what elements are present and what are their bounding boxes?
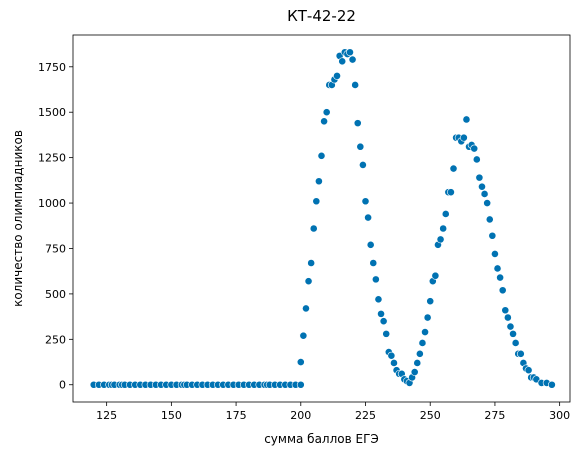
data-point bbox=[296, 358, 305, 366]
y-tick-label: 250 bbox=[45, 333, 66, 346]
data-points bbox=[89, 48, 556, 389]
data-point bbox=[470, 144, 479, 153]
data-point bbox=[491, 250, 499, 258]
data-point bbox=[364, 213, 372, 222]
data-point bbox=[382, 329, 391, 338]
data-point bbox=[488, 231, 497, 240]
x-tick-label: 250 bbox=[420, 409, 441, 422]
data-point bbox=[390, 359, 398, 367]
data-point bbox=[371, 275, 380, 284]
data-point bbox=[498, 286, 507, 295]
chart-title: КТ-42-22 bbox=[287, 7, 356, 25]
data-point bbox=[485, 215, 494, 224]
data-point bbox=[415, 349, 424, 358]
y-tick-label: 1250 bbox=[38, 152, 66, 165]
data-point bbox=[496, 273, 505, 282]
data-point bbox=[361, 197, 370, 206]
data-point bbox=[506, 322, 515, 331]
x-tick-label: 150 bbox=[161, 409, 182, 422]
data-point bbox=[374, 295, 383, 304]
x-tick-label: 275 bbox=[484, 409, 505, 422]
data-point bbox=[302, 304, 310, 313]
data-point bbox=[338, 57, 347, 66]
axis-ticks: 125 150 175 200 225 250 275 300 0 250 500 750 1000 12… bbox=[38, 61, 570, 422]
data-point bbox=[377, 309, 385, 318]
data-point bbox=[299, 331, 308, 340]
y-tick-label: 750 bbox=[45, 242, 66, 255]
data-point bbox=[410, 368, 419, 376]
data-point bbox=[320, 117, 328, 126]
data-point bbox=[439, 224, 448, 233]
data-point bbox=[447, 188, 455, 197]
x-tick-label: 175 bbox=[226, 409, 247, 422]
x-tick-label: 300 bbox=[549, 409, 570, 422]
data-point bbox=[423, 313, 432, 322]
y-tick-label: 500 bbox=[45, 288, 66, 301]
x-tick-label: 200 bbox=[290, 409, 311, 422]
data-point bbox=[315, 177, 323, 186]
data-point bbox=[509, 329, 517, 338]
x-tick-label: 125 bbox=[96, 409, 117, 422]
data-point bbox=[511, 339, 520, 347]
data-point bbox=[501, 306, 510, 315]
data-point bbox=[322, 108, 331, 117]
data-point bbox=[462, 115, 471, 124]
data-point bbox=[483, 199, 492, 207]
data-point bbox=[426, 297, 435, 306]
x-axis-label: сумма баллов ЕГЭ bbox=[264, 432, 379, 446]
data-point bbox=[449, 164, 458, 173]
data-point bbox=[421, 328, 429, 336]
data-point bbox=[478, 182, 486, 191]
data-point bbox=[387, 351, 396, 360]
data-point bbox=[379, 317, 388, 326]
data-point bbox=[516, 349, 525, 358]
data-point bbox=[441, 210, 450, 218]
data-point bbox=[418, 339, 427, 347]
data-point bbox=[369, 259, 378, 267]
data-point bbox=[333, 71, 341, 80]
data-point bbox=[309, 224, 318, 233]
data-point bbox=[459, 133, 468, 142]
data-point bbox=[296, 380, 305, 389]
y-axis-label: количество олимпиадников bbox=[11, 130, 25, 307]
data-point bbox=[547, 380, 556, 389]
data-point bbox=[356, 142, 365, 151]
data-point bbox=[359, 161, 367, 169]
data-point bbox=[351, 81, 360, 89]
data-point bbox=[413, 359, 422, 367]
data-point bbox=[366, 240, 375, 249]
data-point bbox=[346, 48, 354, 57]
data-point bbox=[524, 366, 533, 375]
data-point bbox=[493, 264, 502, 273]
y-tick-label: 0 bbox=[59, 379, 66, 392]
data-point bbox=[348, 55, 357, 64]
y-tick-label: 1750 bbox=[38, 61, 66, 74]
data-point bbox=[312, 197, 321, 206]
data-point bbox=[317, 151, 326, 160]
data-point bbox=[475, 173, 484, 182]
y-tick-label: 1000 bbox=[38, 197, 66, 210]
data-point bbox=[304, 277, 313, 286]
x-tick-label: 225 bbox=[355, 409, 376, 422]
data-point bbox=[480, 190, 489, 198]
data-point bbox=[436, 235, 445, 244]
y-tick-label: 1500 bbox=[38, 106, 66, 119]
plot-frame bbox=[72, 34, 571, 403]
data-point bbox=[353, 119, 362, 128]
data-point bbox=[431, 271, 440, 280]
data-point bbox=[307, 259, 316, 267]
data-point bbox=[472, 155, 481, 164]
data-point bbox=[503, 313, 512, 322]
